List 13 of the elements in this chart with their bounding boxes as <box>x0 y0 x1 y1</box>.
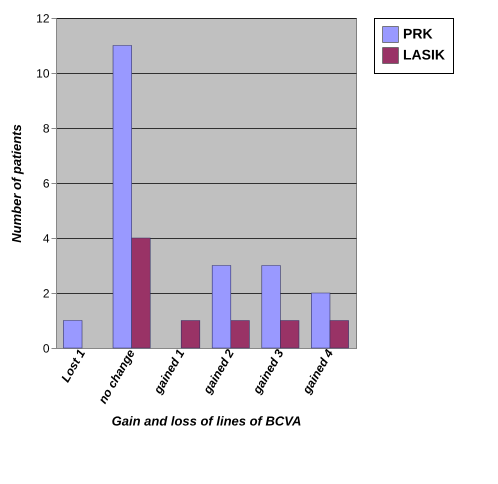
legend-label: LASIK <box>403 46 445 62</box>
x-axis-title: Gain and loss of lines of BCVA <box>112 413 302 428</box>
bar <box>180 320 200 348</box>
y-tick-label: 2 <box>42 286 50 300</box>
y-tick-label: 10 <box>36 66 50 80</box>
y-tick-label: 12 <box>36 12 50 26</box>
y-tick-label: 6 <box>42 176 50 190</box>
y-tick-label: 0 <box>42 342 50 356</box>
y-tick-label: 4 <box>42 232 50 246</box>
legend-label: PRK <box>403 26 433 42</box>
bar <box>63 320 82 348</box>
y-tick-label: 8 <box>42 122 50 136</box>
y-axis-title: Number of patients <box>9 124 24 243</box>
